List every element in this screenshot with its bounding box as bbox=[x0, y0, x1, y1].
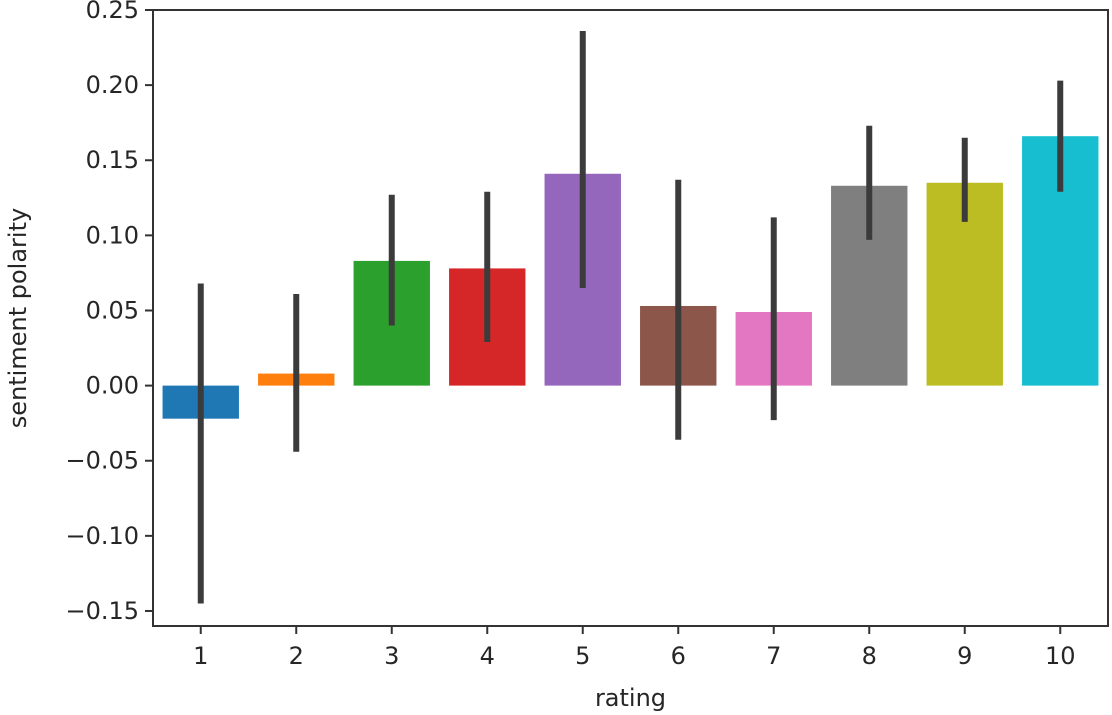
y-tick-label: 0.15 bbox=[86, 146, 139, 174]
x-tick-label: 2 bbox=[289, 642, 304, 670]
y-tick-label: −0.05 bbox=[65, 447, 139, 475]
x-tick-label: 5 bbox=[575, 642, 590, 670]
y-tick-label: 0.20 bbox=[86, 71, 139, 99]
x-axis-ticks: 1 2 3 4 5 6 7 8 9 10 bbox=[193, 626, 1076, 670]
bars-layer bbox=[162, 136, 1099, 419]
x-tick-label: 8 bbox=[862, 642, 877, 670]
x-tick-label: 1 bbox=[193, 642, 208, 670]
error-bars-layer bbox=[197, 31, 1064, 604]
y-axis-label: sentiment polarity bbox=[4, 208, 32, 428]
x-tick-label: 3 bbox=[384, 642, 399, 670]
plot-frame bbox=[152, 9, 1109, 627]
y-tick-label: −0.10 bbox=[65, 522, 139, 550]
x-tick-label: 6 bbox=[671, 642, 686, 670]
x-axis-label: rating bbox=[595, 684, 666, 712]
x-tick-label: 10 bbox=[1045, 642, 1076, 670]
y-tick-label: 0.10 bbox=[86, 221, 139, 249]
y-tick-label: 0.05 bbox=[86, 296, 139, 324]
x-tick-label: 7 bbox=[766, 642, 781, 670]
x-tick-label: 9 bbox=[957, 642, 972, 670]
y-tick-label: 0.00 bbox=[86, 372, 139, 400]
y-tick-label: −0.15 bbox=[65, 597, 139, 625]
y-axis-ticks: 0.25 0.20 0.15 0.10 0.05 0.00 −0.05 −0.10 −0.15 bbox=[65, 0, 153, 625]
y-tick-label: 0.25 bbox=[86, 0, 139, 24]
x-tick-label: 4 bbox=[480, 642, 495, 670]
